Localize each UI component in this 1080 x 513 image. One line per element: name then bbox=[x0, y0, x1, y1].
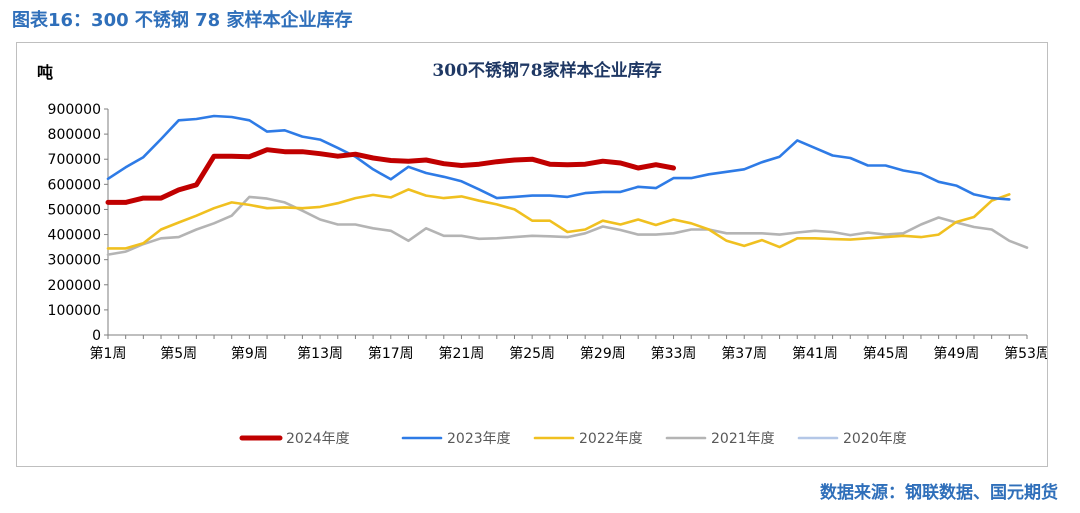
chart-legend: 2024年度 2023年度 2022年度 2021年度 2020年度 bbox=[239, 431, 907, 447]
x-tick-label: 第13周 bbox=[297, 345, 343, 362]
x-tick-label: 第49周 bbox=[933, 345, 979, 362]
legend-label: 2024年度 bbox=[286, 431, 350, 447]
x-tick-label: 第53周 bbox=[1004, 345, 1047, 362]
x-tick-label: 第9周 bbox=[231, 345, 268, 362]
y-tick-label: 500000 bbox=[48, 202, 101, 218]
x-axis: 第1周 第5周 第9周 第13周 第17周 第21周 第25周 第29周 第33周 第37周 第41… bbox=[90, 334, 1047, 362]
x-tick-label: 第33周 bbox=[651, 345, 697, 362]
y-tick-label: 600000 bbox=[48, 177, 101, 193]
y-tick-label: 0 bbox=[92, 328, 101, 344]
y-axis-unit-label: 吨 bbox=[37, 63, 53, 82]
series-line-2024年度 bbox=[105, 147, 676, 205]
chart-title: 300不锈钢78家样本企业库存 bbox=[432, 60, 661, 81]
y-tick-label: 900000 bbox=[48, 102, 101, 118]
legend-label: 2022年度 bbox=[579, 431, 643, 447]
data-source-note: 数据来源：钢联数据、国元期货 bbox=[820, 483, 1058, 503]
series-line-2022年度 bbox=[106, 188, 1011, 250]
figure-title: 图表16：300 不锈钢 78 家样本企业库存 bbox=[12, 10, 353, 31]
y-tick-label: 400000 bbox=[48, 228, 101, 244]
legend-label: 2023年度 bbox=[447, 431, 511, 447]
series-line-2021年度 bbox=[106, 195, 1029, 256]
series-line-2023年度 bbox=[106, 114, 1011, 201]
chart-panel: 300不锈钢78家样本企业库存 吨 0 100000 200000 300000 400… bbox=[16, 42, 1048, 467]
y-tick-label: 300000 bbox=[48, 253, 101, 269]
y-tick-label: 100000 bbox=[48, 303, 101, 319]
x-tick-label: 第1周 bbox=[90, 345, 127, 362]
legend-label: 2020年度 bbox=[843, 431, 907, 447]
legend-label: 2021年度 bbox=[711, 431, 775, 447]
x-tick-label: 第21周 bbox=[439, 345, 485, 362]
series-lines bbox=[105, 114, 1029, 256]
y-axis-ticks: 0 100000 200000 300000 400000 500000 600000 700… bbox=[48, 102, 109, 344]
x-tick-label: 第17周 bbox=[368, 345, 414, 362]
y-tick-label: 700000 bbox=[48, 152, 101, 168]
x-tick-label: 第25周 bbox=[509, 345, 555, 362]
line-chart: 300不锈钢78家样本企业库存 吨 0 100000 200000 300000 400… bbox=[37, 60, 1047, 447]
x-tick-label: 第37周 bbox=[721, 345, 767, 362]
x-tick-label: 第29周 bbox=[580, 345, 626, 362]
x-tick-label: 第5周 bbox=[160, 345, 197, 362]
y-tick-label: 800000 bbox=[48, 127, 101, 143]
x-tick-label: 第41周 bbox=[792, 345, 838, 362]
x-tick-label: 第45周 bbox=[863, 345, 909, 362]
y-tick-label: 200000 bbox=[48, 278, 101, 294]
